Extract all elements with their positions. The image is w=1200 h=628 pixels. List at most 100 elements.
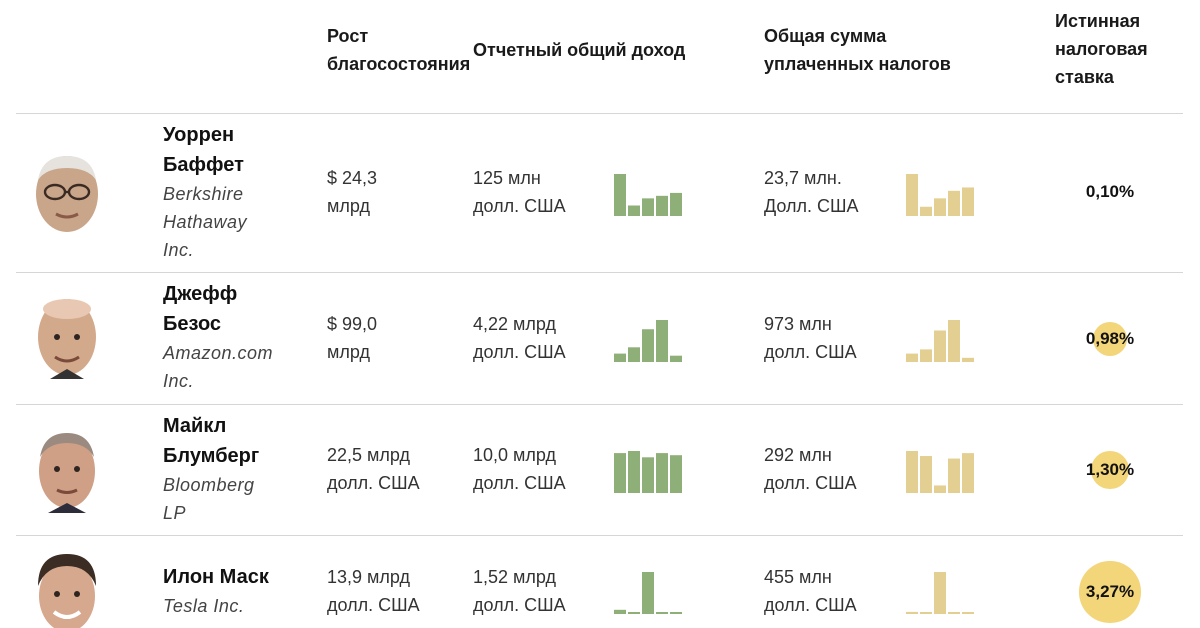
jeff-bezos-portrait xyxy=(38,299,96,379)
true-tax-rate-value: 0,98% xyxy=(1085,329,1135,348)
taxes-paid-value: 292 млн xyxy=(764,445,832,465)
tax-spark-bar xyxy=(934,198,946,216)
person-name: Джефф xyxy=(163,283,238,305)
taxes-paid-cell: 455 млн долл. США xyxy=(764,563,894,619)
taxes-paid-unit: Долл. США xyxy=(764,196,859,216)
true-tax-rate-value: 1,30% xyxy=(1085,460,1135,479)
tax-spark-bar xyxy=(920,206,932,216)
income-sparkline xyxy=(614,572,682,614)
reported-income-value: 10,0 млрд xyxy=(473,445,557,465)
tax-spark-bar xyxy=(920,456,932,493)
income-spark-bar xyxy=(670,455,682,493)
income-sparkline xyxy=(614,451,682,493)
wealth-growth-unit: долл. США xyxy=(327,473,420,493)
income-spark-bar xyxy=(670,192,682,216)
wealth-growth-cell: 13,9 млрд долл. США xyxy=(327,563,467,619)
table-row: Илон Маск Tesla Inc. 13,9 млрд долл. США… xyxy=(0,536,1200,628)
wealth-growth-unit: млрд xyxy=(327,342,370,362)
wealth-growth-cell: $ 99,0 млрд xyxy=(327,310,467,366)
reported-income-value: 125 млн xyxy=(473,168,541,188)
table-row: Джефф Безос Amazon.com Inc. $ 99,0 млрд … xyxy=(0,273,1200,404)
reported-income-unit: долл. США xyxy=(473,595,566,615)
taxes-paid-value: 23,7 млн. xyxy=(764,168,842,188)
person-name: Баффет xyxy=(163,154,244,176)
taxes-paid-cell: 23,7 млн. Долл. США xyxy=(764,164,894,220)
person-name: Уоррен xyxy=(163,124,235,146)
true-tax-rate-cell: 0,98% xyxy=(1060,319,1160,359)
person-name-block: Джефф Безос Amazon.com Inc. xyxy=(163,279,313,395)
wealth-growth-unit: долл. США xyxy=(327,595,420,615)
table-row: Уоррен Баффет Berkshire Hathaway Inc. $ … xyxy=(0,114,1200,272)
tax-spark-bar xyxy=(962,612,974,614)
income-spark-bar xyxy=(628,347,640,362)
wealth-growth-value: $ 24,3 xyxy=(327,168,378,188)
income-spark-bar xyxy=(656,320,668,362)
tax-spark-bar xyxy=(920,612,932,614)
company-name: Inc. xyxy=(163,240,195,260)
true-tax-rate-value: 0,10% xyxy=(1085,182,1135,201)
elon-musk-portrait xyxy=(38,554,96,628)
income-spark-bar xyxy=(642,457,654,493)
tax-spark-bar xyxy=(948,190,960,216)
income-spark-bar xyxy=(628,612,640,614)
reported-income-unit: долл. США xyxy=(473,473,566,493)
reported-income-value: 4,22 млрд xyxy=(473,314,557,334)
column-header-reported-income: Отчетный общий доход xyxy=(473,40,686,60)
income-spark-bar xyxy=(642,572,654,614)
income-spark-bar xyxy=(642,329,654,362)
reported-income-value: 1,52 млрд xyxy=(473,567,557,587)
tax-rate-circle xyxy=(1091,451,1129,489)
taxes-sparkline xyxy=(906,451,974,493)
michael-bloomberg-portrait xyxy=(39,433,95,513)
person-name: Безос xyxy=(163,313,222,335)
income-spark-bar xyxy=(642,198,654,216)
reported-income-unit: долл. США xyxy=(473,196,566,216)
company-name: Amazon.com xyxy=(163,343,274,363)
person-name-block: Майкл Блумберг Bloomberg LP xyxy=(163,411,313,527)
tax-rate-circle xyxy=(1093,322,1127,356)
true-tax-rate-cell: 0,10% xyxy=(1060,172,1160,212)
company-name: Hathaway xyxy=(163,212,248,232)
tax-spark-bar xyxy=(962,453,974,493)
income-spark-bar xyxy=(656,195,668,216)
taxes-sparkline xyxy=(906,174,974,216)
company-name: Bloomberg xyxy=(163,475,255,495)
person-name-block: Уоррен Баффет Berkshire Hathaway Inc. xyxy=(163,120,313,264)
tax-spark-bar xyxy=(920,349,932,362)
tax-spark-bar xyxy=(934,572,946,614)
tax-spark-bar xyxy=(906,174,918,216)
column-header-taxes-paid: Общая сумма уплаченных налогов xyxy=(764,26,951,74)
tax-spark-bar xyxy=(906,451,918,493)
company-name: Berkshire xyxy=(163,184,244,204)
tax-spark-bar xyxy=(934,330,946,362)
company-name: Tesla Inc. xyxy=(163,596,245,616)
taxes-sparkline xyxy=(906,320,974,362)
income-sparkline xyxy=(614,320,682,362)
table-row: Майкл Блумберг Bloomberg LP 22,5 млрд до… xyxy=(0,405,1200,535)
row-divider xyxy=(16,272,1183,273)
income-spark-bar xyxy=(656,612,668,614)
tax-spark-bar xyxy=(906,611,918,614)
reported-income-cell: 4,22 млрд долл. США xyxy=(473,310,603,366)
tax-spark-bar xyxy=(962,357,974,362)
tax-spark-bar xyxy=(962,187,974,216)
true-tax-rate-cell: 3,27% xyxy=(1060,561,1160,623)
income-spark-bar xyxy=(628,205,640,216)
taxes-paid-value: 455 млн xyxy=(764,567,832,587)
column-header-wealth-growth: Рост благосостояния xyxy=(327,26,471,74)
taxes-paid-unit: долл. США xyxy=(764,342,857,362)
income-spark-bar xyxy=(614,353,626,362)
reported-income-unit: долл. США xyxy=(473,342,566,362)
taxes-paid-unit: долл. США xyxy=(764,595,857,615)
person-name: Илон Маск xyxy=(163,566,269,588)
tax-spark-bar xyxy=(948,320,960,362)
person-name-block: Илон Маск Tesla Inc. xyxy=(163,562,313,620)
tax-spark-bar xyxy=(934,485,946,493)
income-spark-bar xyxy=(614,453,626,493)
taxes-paid-unit: долл. США xyxy=(764,473,857,493)
wealth-growth-cell: $ 24,3 млрд xyxy=(327,164,467,220)
tax-rate-circle xyxy=(1079,561,1141,623)
income-spark-bar xyxy=(670,612,682,614)
income-spark-bar xyxy=(670,355,682,362)
income-spark-bar xyxy=(614,174,626,216)
